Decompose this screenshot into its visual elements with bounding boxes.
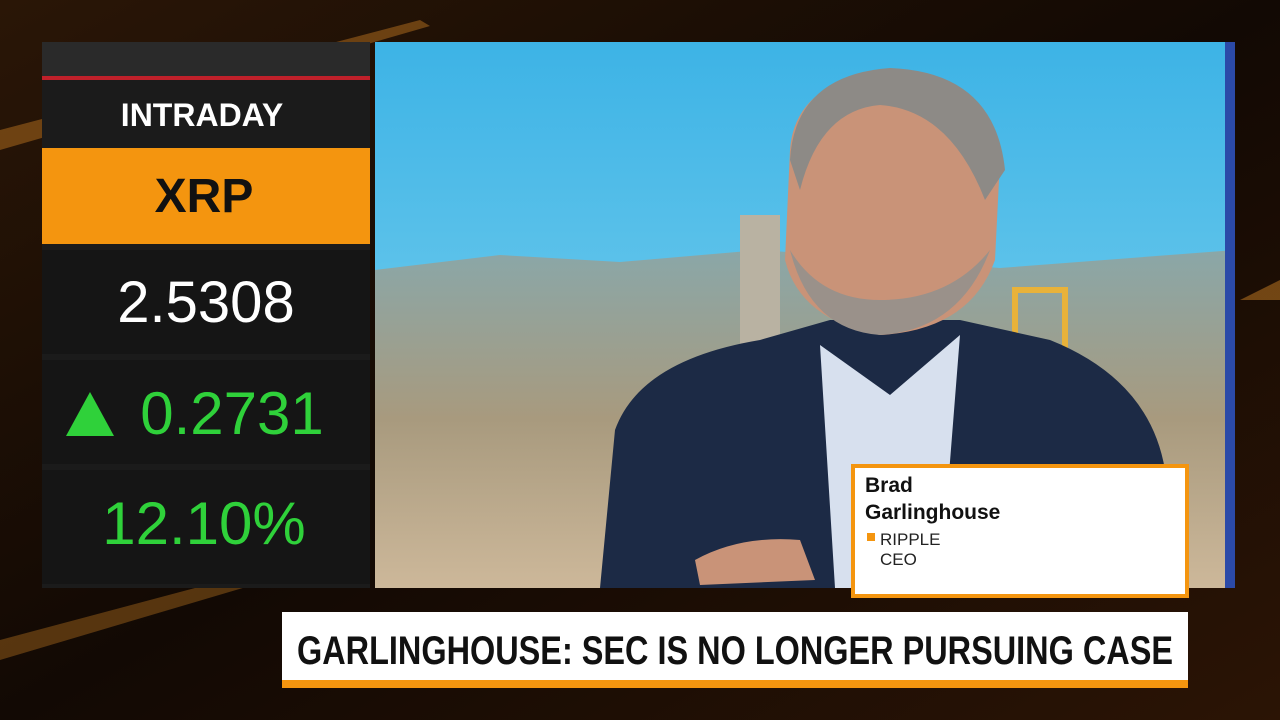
ticker-price: 2.5308 xyxy=(117,270,294,335)
person-name-last: Garlinghouse xyxy=(865,501,1000,524)
ticker-label: INTRADAY xyxy=(121,97,283,133)
panel-top xyxy=(42,42,370,76)
job-title: CEO xyxy=(880,550,917,569)
up-arrow xyxy=(66,392,114,436)
panel-red-line xyxy=(42,76,370,80)
bullet xyxy=(867,533,875,541)
ticker-panel: INTRADAY XRP 2.5308 0.2731 12.10% xyxy=(42,42,370,588)
face xyxy=(785,70,1000,335)
ticker-change: 0.2731 xyxy=(140,380,324,447)
streak xyxy=(1240,280,1280,300)
person-name: Brad xyxy=(865,474,913,497)
hair xyxy=(790,68,1005,200)
headline: GARLINGHOUSE: SEC IS NO LONGER PURSUING … xyxy=(297,629,1173,673)
headline-bg xyxy=(282,612,1188,682)
ticker-percent: 12.10% xyxy=(102,490,306,557)
person-name-first: Brad xyxy=(865,474,913,497)
ticker-symbol: XRP xyxy=(155,170,254,223)
headline-underline xyxy=(282,680,1188,688)
video-edge xyxy=(1225,42,1235,588)
beard xyxy=(790,250,990,335)
name-box: Brad Garlinghouse RIPPLE CEO xyxy=(851,464,1189,598)
row-bg xyxy=(42,470,370,584)
hands xyxy=(695,539,815,585)
row-bg xyxy=(42,250,370,354)
name-box-bg xyxy=(851,464,1189,598)
headline-bar: GARLINGHOUSE: SEC IS NO LONGER PURSUING … xyxy=(282,612,1188,688)
company: RIPPLE xyxy=(880,530,940,549)
symbol-bg xyxy=(42,148,370,244)
